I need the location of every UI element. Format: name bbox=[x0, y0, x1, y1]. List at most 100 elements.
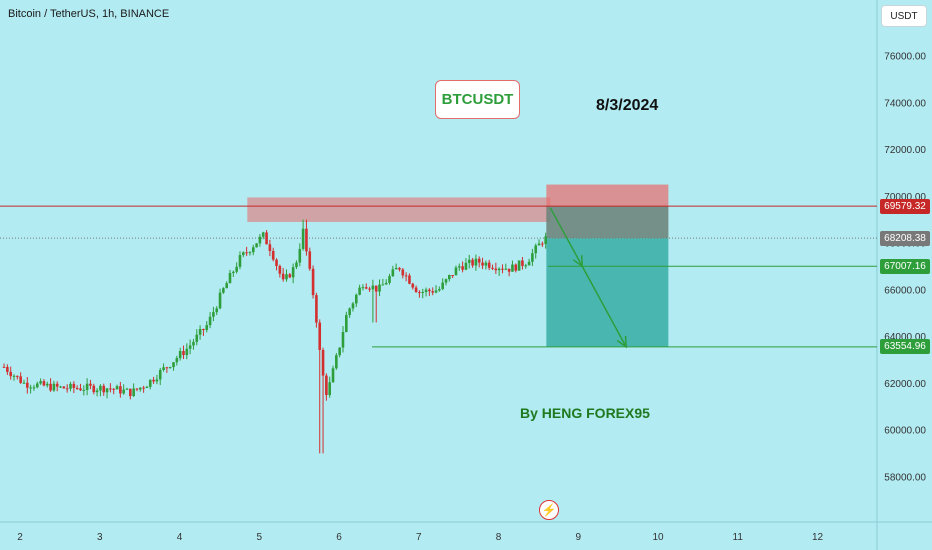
candle-body bbox=[281, 273, 285, 280]
candle-body bbox=[158, 370, 162, 380]
candle-body bbox=[291, 267, 295, 278]
candle-body bbox=[497, 268, 501, 271]
candle-body bbox=[115, 386, 119, 390]
candle-body bbox=[321, 349, 325, 376]
author-annotation[interactable]: By HENG FOREX95 bbox=[520, 405, 650, 421]
y-tick-label: 76000.00 bbox=[884, 52, 926, 63]
candle-body bbox=[378, 284, 381, 292]
candle-body bbox=[89, 383, 92, 386]
candle-body bbox=[122, 389, 125, 394]
x-tick-label: 11 bbox=[733, 532, 744, 543]
candle-body bbox=[401, 269, 405, 276]
symbol-title[interactable]: Bitcoin / TetherUS, 1h, BINANCE bbox=[8, 8, 170, 20]
candle-body bbox=[218, 292, 222, 309]
x-tick-label: 12 bbox=[812, 532, 824, 543]
y-tick-label: 74000.00 bbox=[884, 98, 926, 109]
lightning-icon[interactable]: ⚡ bbox=[539, 500, 559, 520]
projection-arrow bbox=[581, 265, 627, 348]
x-tick-label: 7 bbox=[416, 532, 422, 543]
candle-body bbox=[42, 381, 46, 386]
candle-body bbox=[261, 232, 265, 237]
candle-body bbox=[2, 366, 6, 368]
candle-body bbox=[491, 267, 494, 269]
candle-body bbox=[175, 358, 179, 363]
candle-body bbox=[85, 383, 89, 390]
candle-body bbox=[527, 261, 531, 266]
candle-body bbox=[374, 285, 378, 292]
candle-body bbox=[119, 386, 122, 394]
resistance-zone bbox=[247, 197, 551, 222]
candle-body bbox=[448, 274, 451, 280]
candle-body bbox=[16, 375, 19, 377]
x-tick-label: 6 bbox=[336, 532, 342, 543]
candle-body bbox=[278, 265, 282, 274]
candle-body bbox=[251, 247, 255, 253]
candle-body bbox=[168, 367, 172, 369]
candle-body bbox=[298, 248, 302, 263]
projection-arrow bbox=[549, 207, 583, 267]
candle-body bbox=[461, 266, 464, 270]
candle-body bbox=[62, 386, 66, 389]
candle-body bbox=[295, 262, 298, 268]
candle-body bbox=[504, 268, 508, 270]
date-annotation[interactable]: 8/3/2024 bbox=[596, 97, 659, 114]
candle-body bbox=[242, 252, 245, 256]
y-tick-label: 64000.00 bbox=[884, 332, 926, 343]
candle-body bbox=[391, 269, 395, 277]
candle-body bbox=[258, 236, 262, 244]
candle-body bbox=[205, 325, 209, 331]
candle-body bbox=[541, 243, 544, 245]
candle-body bbox=[102, 385, 106, 393]
symbol-label-box[interactable]: BTCUSDT bbox=[435, 80, 520, 119]
candle-body bbox=[524, 265, 528, 267]
candle-body bbox=[112, 388, 116, 390]
candle-body bbox=[467, 259, 471, 263]
candle-body bbox=[222, 288, 225, 293]
candle-body bbox=[368, 288, 371, 290]
candle-body bbox=[45, 383, 49, 386]
candle-body bbox=[451, 274, 454, 276]
candle-body bbox=[361, 287, 365, 289]
candle-body bbox=[348, 308, 351, 316]
candle-body bbox=[318, 322, 322, 350]
price-tag-target-1: 67007.16 bbox=[880, 258, 930, 274]
candle-body bbox=[172, 362, 175, 368]
candle-body bbox=[424, 289, 428, 292]
x-tick-label: 8 bbox=[496, 532, 502, 543]
candle-body bbox=[65, 388, 69, 390]
candle-body bbox=[511, 264, 514, 272]
candle-body bbox=[477, 258, 481, 263]
currency-button[interactable]: USDT bbox=[881, 5, 927, 27]
candle-body bbox=[132, 388, 135, 397]
y-tick-label: 66000.00 bbox=[884, 285, 926, 296]
candle-body bbox=[331, 368, 335, 383]
candle-body bbox=[315, 295, 318, 323]
candle-body bbox=[202, 329, 205, 331]
candle-body bbox=[188, 345, 192, 349]
candle-body bbox=[39, 381, 42, 384]
candle-body bbox=[19, 376, 22, 383]
candle-body bbox=[72, 383, 76, 388]
y-tick-label: 58000.00 bbox=[884, 472, 926, 483]
candle-body bbox=[271, 250, 275, 260]
plot-area bbox=[0, 0, 877, 522]
candle-body bbox=[238, 255, 242, 267]
candle-body bbox=[79, 388, 82, 391]
price-tag-target-2: 63554.96 bbox=[880, 339, 930, 355]
candle-body bbox=[358, 287, 361, 295]
y-tick-label: 62000.00 bbox=[884, 379, 926, 390]
candle-body bbox=[457, 266, 461, 268]
candle-body bbox=[99, 385, 102, 391]
candle-body bbox=[32, 387, 36, 389]
candle-body bbox=[178, 351, 182, 359]
candle-body bbox=[345, 315, 348, 333]
candle-body bbox=[6, 366, 9, 372]
candle-body bbox=[268, 244, 272, 251]
candle-body bbox=[354, 294, 358, 304]
candle-body bbox=[381, 284, 385, 286]
candle-body bbox=[305, 228, 308, 252]
candle-body bbox=[371, 285, 375, 290]
candle-body bbox=[384, 282, 388, 285]
candle-body bbox=[421, 291, 425, 293]
x-tick-label: 10 bbox=[652, 532, 664, 543]
